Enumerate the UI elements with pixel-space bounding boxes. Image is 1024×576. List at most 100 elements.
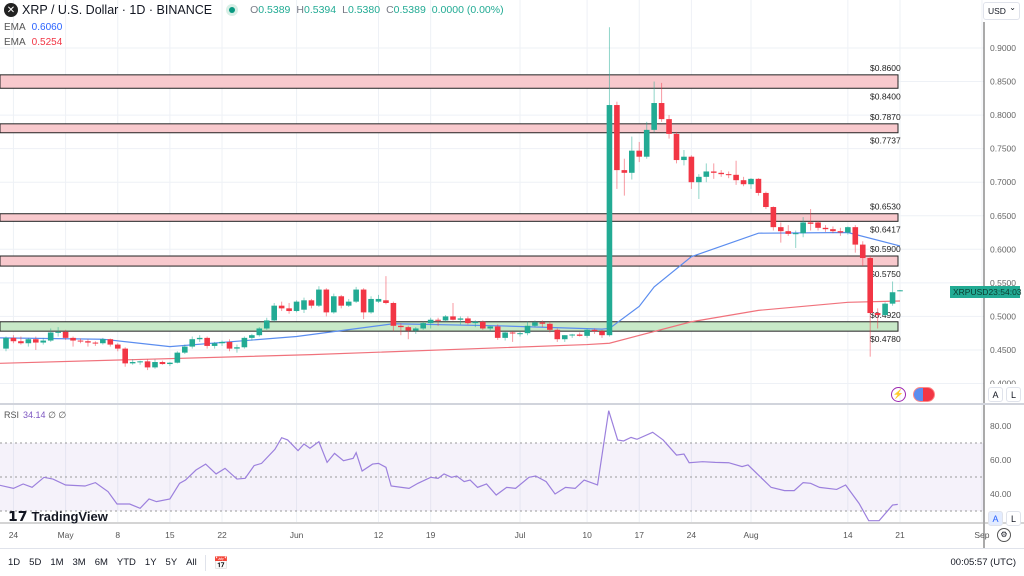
candle-body [494,326,501,338]
candle-body [167,362,173,365]
candle-body [308,300,315,306]
candle-body [874,313,881,316]
currency-select[interactable]: USD [983,2,1020,20]
time-tick-label: 24 [687,530,697,540]
auto-scale-button[interactable]: A [988,387,1003,402]
time-tick-label: 10 [582,530,592,540]
candle-body [532,322,538,326]
range-button-6m[interactable]: 6M [94,557,108,568]
time-tick-label: Jul [515,530,526,540]
time-tick-label: Jun [290,530,304,540]
time-tick-label: Aug [743,530,758,540]
candle-body [837,231,844,233]
events-flag-icon[interactable] [913,387,935,402]
candle-body [137,361,143,363]
tradingview-logo-icon: 𝟭𝟳 [8,508,28,524]
range-button-1m[interactable]: 1M [50,557,64,568]
price-tick-label: 0.8000 [990,110,1016,120]
zone-bottom-label: $0.7737 [870,136,901,146]
candle-body [368,298,374,313]
xrp-logo-icon: ✕ [4,3,18,17]
candle-body [703,171,710,177]
zone-box [0,255,899,267]
zone-box [0,123,899,134]
candle-body [666,119,672,134]
candle-body [591,329,598,332]
log-scale-button[interactable]: L [1006,387,1021,402]
time-tick-label: 17 [635,530,645,540]
candle-body [152,362,158,368]
zone-bottom-label: $0.6417 [870,224,901,234]
candle-body [271,305,277,321]
candle-body [800,222,806,234]
candle-body [159,362,166,365]
lightning-icon[interactable]: ⚡ [891,387,906,402]
rsi-log-scale-button[interactable]: L [1006,511,1021,526]
candle-body [219,341,225,344]
symbol-title[interactable]: XRP / U.S. Dollar · 1D · BINANCE [22,3,213,17]
candle-body [807,222,814,224]
candle-body [204,337,210,346]
ema-slow-legend[interactable]: EMA 0.5254 [4,37,63,48]
ema-fast-legend[interactable]: EMA 0.6060 [4,22,63,33]
range-button-ytd[interactable]: YTD [116,557,136,568]
candle-body [465,318,471,324]
candle-body [226,341,233,349]
range-button-1d[interactable]: 1D [8,557,21,568]
candle-body [822,227,829,230]
candle-body [323,289,330,313]
candle-body [882,303,888,316]
time-tick-label: 12 [374,530,384,540]
rsi-legend[interactable]: RSI 34.14 ∅ ∅ [4,410,67,420]
candle-body [658,103,665,120]
candle-body [502,332,508,338]
candle-body [897,290,903,292]
candle-body [547,323,553,330]
zone-box [0,74,899,89]
range-button-all[interactable]: All [186,557,197,568]
price-chart[interactable]: $0.8600 $0.8400 $0.7870 $0.7737 $0.6530 $0.64… [0,0,1024,548]
candle-body [755,178,762,193]
candle-body [748,178,754,185]
candle-body [778,227,784,232]
zone-top-label: $0.8600 [870,63,901,73]
candle-body [412,328,419,331]
zone-box [0,321,899,332]
candle-body [241,337,248,348]
candle-body [338,296,345,306]
candle-body [763,192,769,208]
candle-body [122,348,128,364]
candle-body [487,326,494,329]
candle-body [293,301,300,312]
range-button-5y[interactable]: 5Y [165,557,178,568]
zone-top-label: $0.6530 [870,202,901,212]
zone-bottom-label: $0.8400 [870,91,901,101]
rsi-auto-scale-button[interactable]: A [988,511,1003,526]
candle-body [3,337,9,349]
clock-timezone[interactable]: 00:05:57 (UTC) [950,557,1016,568]
candle-body [62,331,69,338]
bottom-toolbar: 1D 5D 1M 3M 6M YTD 1Y 5Y All 📅 00:05:57 (UTC) [0,548,1024,576]
ema-slow-line [0,300,901,364]
price-tick-label: 0.9000 [990,43,1016,53]
candle-body [569,334,575,336]
candle-body [830,229,836,232]
range-button-3m[interactable]: 3M [72,557,86,568]
candle-body [196,337,203,340]
rsi-tick-label: 60.00 [990,455,1012,465]
candle-body [539,322,546,324]
rsi-tick-label: 40.00 [990,489,1012,499]
candle-body [457,318,464,320]
range-button-1y[interactable]: 1Y [144,557,157,568]
calendar-goto-icon[interactable]: 📅 [213,555,229,570]
candle-body [10,337,17,342]
time-tick-label: 21 [895,530,905,540]
tradingview-logo[interactable]: 𝟭𝟳 TradingView [8,508,108,524]
candle-body [107,339,114,345]
range-button-5d[interactable]: 5D [29,557,42,568]
settings-gear-icon[interactable]: ⚙ [997,528,1011,542]
candle-body [249,335,255,338]
time-tick-label: 8 [115,530,120,540]
candle-body [47,332,54,341]
time-tick-label: 15 [165,530,175,540]
